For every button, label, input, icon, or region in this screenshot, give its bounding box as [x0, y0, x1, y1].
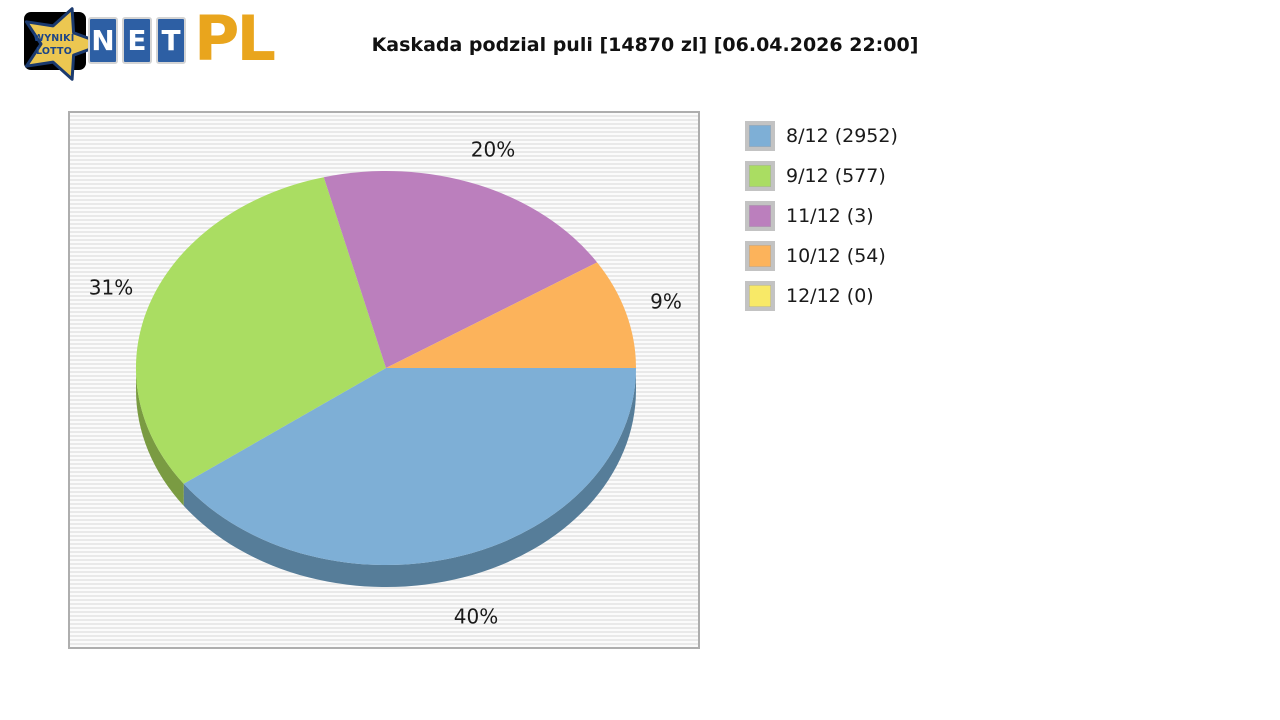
pie-slice-side-9-12 — [136, 368, 184, 506]
chart-legend: 8/12 (2952) 9/12 (577) 11/12 (3) 10/12 (54)… — [745, 121, 898, 321]
logo-tile-e: E — [122, 17, 152, 64]
legend-item-11-12: 11/12 (3) — [745, 201, 898, 231]
legend-swatch — [745, 241, 775, 271]
pie-percent-label: 31% — [89, 276, 133, 300]
pie-percent-label: 9% — [650, 290, 682, 314]
legend-item-12-12: 12/12 (0) — [745, 281, 898, 311]
logo-tile-n: N — [88, 17, 118, 64]
legend-label: 11/12 (3) — [786, 205, 874, 227]
pie-slice-9-12 — [135, 177, 386, 484]
legend-swatch — [745, 161, 775, 191]
legend-item-9-12: 9/12 (577) — [745, 161, 898, 191]
chart-panel: 40% 31% 20% 9% — [68, 111, 700, 649]
star-text-line2: LOTTO — [36, 46, 72, 57]
logo-tile-t: T — [156, 17, 186, 64]
legend-swatch — [745, 201, 775, 231]
star-text-line1: WYNIKI — [34, 33, 75, 44]
logo-suffix-pl: PL — [194, 2, 276, 75]
pie-slice-10-12 — [386, 262, 636, 368]
star-shape — [24, 7, 106, 81]
legend-swatch — [745, 121, 775, 151]
legend-item-8-12: 8/12 (2952) — [745, 121, 898, 151]
pie-percent-label: 40% — [454, 605, 498, 629]
legend-label: 8/12 (2952) — [786, 125, 898, 147]
wyniki-lotto-star-icon: WYNIKI LOTTO — [24, 7, 106, 81]
page-title: Kaskada podzial puli [14870 zl] [06.04.2… — [371, 34, 919, 56]
site-logo[interactable]: WYNIKI LOTTO N E T PL — [12, 4, 282, 84]
legend-label: 9/12 (577) — [786, 165, 886, 187]
legend-label: 10/12 (54) — [786, 245, 886, 267]
pie-chart: 40% 31% 20% 9% — [89, 138, 682, 629]
legend-label: 12/12 (0) — [786, 285, 874, 307]
pie-slice-11-12 — [323, 170, 598, 368]
logo-tiles: N E T — [88, 17, 190, 64]
pie-percent-label: 20% — [471, 138, 515, 162]
legend-swatch — [745, 281, 775, 311]
pie-slice-8-12 — [183, 368, 636, 566]
legend-item-10-12: 10/12 (54) — [745, 241, 898, 271]
